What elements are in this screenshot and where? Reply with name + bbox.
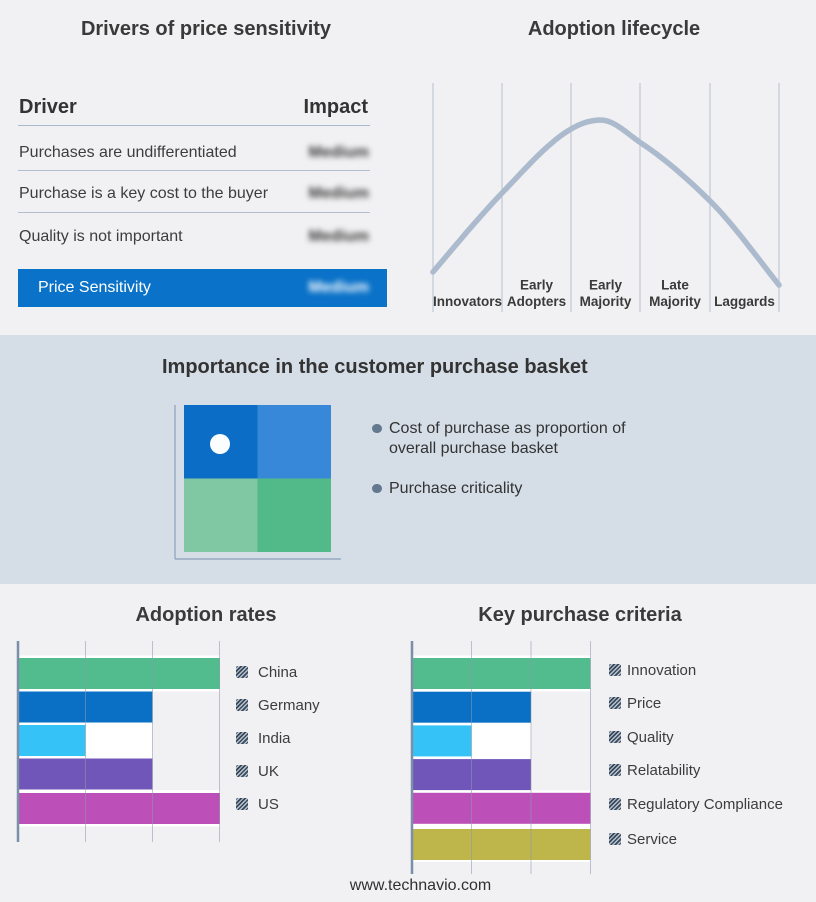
svg-text:Adopters: Adopters [507,294,566,309]
svg-text:Innovators: Innovators [433,294,502,309]
svg-text:Majority: Majority [649,294,701,309]
svg-text:Early: Early [520,278,554,293]
svg-text:Late: Late [661,278,689,293]
svg-text:Early: Early [589,278,623,293]
svg-text:Majority: Majority [580,294,632,309]
svg-text:Laggards: Laggards [714,294,775,309]
